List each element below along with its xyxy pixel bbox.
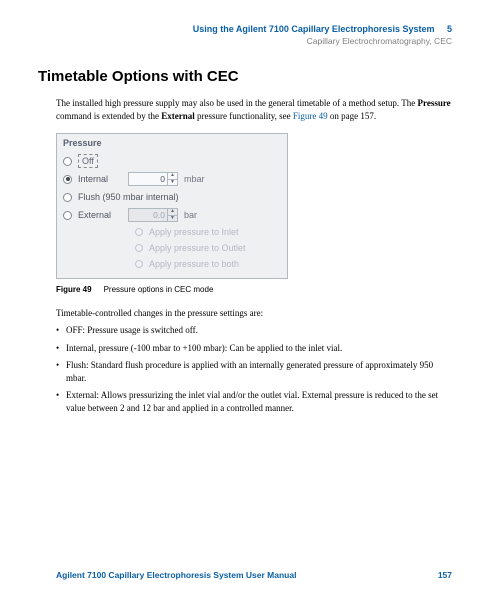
sub-radio-inlet [135, 228, 143, 236]
radio-internal[interactable] [63, 175, 72, 184]
off-label: Off [78, 154, 98, 168]
option-flush[interactable]: Flush (950 mbar internal) [57, 188, 287, 206]
page-footer: Agilent 7100 Capillary Electrophoresis S… [56, 570, 452, 580]
dialog-title: Pressure [57, 137, 287, 152]
internal-spinner[interactable]: ▲▼ [167, 173, 177, 185]
sub-option-outlet: Apply pressure to Outlet [129, 240, 287, 256]
header-subtitle: Capillary Electrochromatography, CEC [56, 36, 452, 46]
page-header: Using the Agilent 7100 Capillary Electro… [56, 24, 452, 46]
section-title: Timetable Options with CEC [38, 68, 452, 85]
figure-caption-text: Pressure options in CEC mode [104, 285, 214, 294]
list-item: •OFF: Pressure usage is switched off. [56, 324, 452, 337]
radio-flush[interactable] [63, 193, 72, 202]
pressure-dialog-figure: Pressure Off Internal 0 ▲▼ mbar Flush (9… [56, 133, 452, 279]
option-external[interactable]: External 0.0 ▲▼ bar [57, 206, 287, 224]
radio-external[interactable] [63, 211, 72, 220]
bullet-list: •OFF: Pressure usage is switched off. •I… [56, 324, 452, 415]
intro-paragraph: The installed high pressure supply may a… [56, 97, 452, 123]
sub-option-inlet: Apply pressure to Inlet [129, 224, 287, 240]
external-value-field: 0.0 ▲▼ [128, 208, 178, 222]
internal-unit: mbar [184, 174, 205, 184]
radio-off[interactable] [63, 157, 72, 166]
chapter-number: 5 [447, 24, 452, 34]
internal-value-field[interactable]: 0 ▲▼ [128, 172, 178, 186]
pressure-dialog: Pressure Off Internal 0 ▲▼ mbar Flush (9… [56, 133, 288, 279]
list-item: •External: Allows pressurizing the inlet… [56, 389, 452, 414]
sub-option-both: Apply pressure to both [129, 256, 287, 272]
list-item: •Flush: Standard flush procedure is appl… [56, 359, 452, 384]
list-intro: Timetable-controlled changes in the pres… [56, 308, 452, 318]
page-number: 157 [438, 570, 452, 580]
sub-radio-both [135, 260, 143, 268]
figure-link[interactable]: Figure 49 [293, 111, 328, 121]
sub-radio-outlet [135, 244, 143, 252]
external-label: External [78, 210, 122, 220]
internal-label: Internal [78, 174, 122, 184]
running-title: Using the Agilent 7100 Capillary Electro… [193, 24, 435, 34]
external-unit: bar [184, 210, 197, 220]
flush-label: Flush (950 mbar internal) [78, 192, 179, 202]
manual-title: Agilent 7100 Capillary Electrophoresis S… [56, 570, 296, 580]
option-off[interactable]: Off [57, 152, 287, 170]
external-sub-options: Apply pressure to Inlet Apply pressure t… [57, 224, 287, 272]
list-item: •Internal, pressure (-100 mbar to +100 m… [56, 342, 452, 355]
option-internal[interactable]: Internal 0 ▲▼ mbar [57, 170, 287, 188]
figure-caption: Figure 49 Pressure options in CEC mode [56, 285, 452, 294]
figure-label: Figure 49 [56, 285, 92, 294]
external-spinner: ▲▼ [167, 209, 177, 221]
